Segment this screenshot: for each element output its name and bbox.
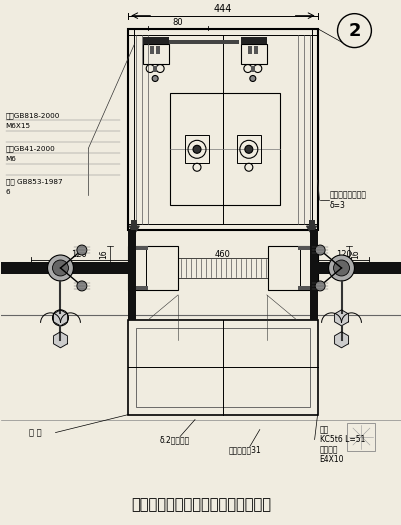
Circle shape [47, 255, 73, 281]
Text: 444: 444 [213, 4, 231, 14]
Bar [267, 246, 317, 290]
Polygon shape [129, 226, 139, 234]
Circle shape [152, 76, 158, 81]
Circle shape [53, 260, 68, 276]
Circle shape [328, 255, 354, 281]
Circle shape [77, 281, 87, 291]
Bar [253, 46, 257, 54]
Circle shape [314, 245, 324, 255]
Text: 6: 6 [6, 189, 10, 195]
Text: 油漆螺栓: 油漆螺栓 [319, 445, 337, 454]
Bar [169, 39, 238, 44]
Bar [309, 230, 317, 246]
Circle shape [77, 245, 87, 255]
Text: 某点支式玻璃幕墙垂直节点图（二）: 某点支式玻璃幕墙垂直节点图（二） [131, 497, 270, 512]
Bar [136, 246, 148, 250]
Bar [308, 220, 314, 228]
Text: 弹垫 GB853-1987: 弹垫 GB853-1987 [6, 178, 62, 184]
Bar [128, 290, 136, 320]
Bar [131, 220, 137, 228]
Bar [1, 262, 128, 274]
Text: 460: 460 [215, 250, 230, 259]
Bar [128, 246, 146, 290]
Text: 角片: 角片 [319, 425, 328, 434]
Bar [317, 262, 400, 274]
Polygon shape [53, 310, 67, 326]
Text: KC5t6 L=51: KC5t6 L=51 [319, 435, 364, 444]
Text: 支 座: 支 座 [29, 428, 42, 437]
Bar [136, 286, 148, 290]
Bar [156, 46, 160, 54]
Text: 16: 16 [99, 249, 108, 259]
Text: 螺栓GB818-2000: 螺栓GB818-2000 [6, 112, 60, 119]
Text: 横向流传管铝扣板: 横向流传管铝扣板 [329, 191, 366, 200]
Bar [143, 44, 169, 64]
Bar [240, 44, 266, 64]
Circle shape [249, 76, 255, 81]
Text: 螺栓GB41-2000: 螺栓GB41-2000 [6, 145, 55, 152]
Bar [136, 328, 309, 407]
Bar [247, 46, 251, 54]
Bar [297, 286, 309, 290]
Bar [128, 320, 317, 415]
Bar [150, 46, 154, 54]
Bar [184, 135, 209, 163]
Bar [309, 246, 317, 290]
Bar [128, 246, 136, 290]
Text: 氯丁高密橡31: 氯丁高密橡31 [228, 445, 261, 454]
Text: 2: 2 [347, 22, 360, 39]
Text: δ=3: δ=3 [329, 201, 344, 209]
Bar [128, 29, 317, 230]
Text: 80: 80 [172, 18, 183, 27]
Polygon shape [306, 226, 316, 234]
Circle shape [244, 145, 252, 153]
Bar [236, 135, 260, 163]
Bar [128, 246, 178, 290]
Text: 120: 120 [71, 250, 87, 259]
Polygon shape [53, 332, 67, 348]
Bar [297, 246, 309, 250]
Bar [128, 230, 136, 246]
Bar [153, 66, 157, 71]
Circle shape [192, 145, 200, 153]
Text: 120: 120 [335, 250, 350, 259]
Text: E4X10: E4X10 [319, 455, 343, 464]
Polygon shape [334, 310, 348, 326]
Circle shape [314, 281, 324, 291]
Circle shape [333, 260, 348, 276]
Bar [309, 290, 317, 320]
Bar [299, 246, 317, 290]
Bar [170, 93, 279, 205]
Polygon shape [334, 332, 348, 348]
Bar [346, 423, 375, 450]
Text: M6: M6 [6, 156, 16, 162]
Bar [240, 37, 266, 44]
Bar [143, 37, 169, 44]
Bar [250, 66, 254, 71]
Bar [177, 258, 267, 278]
Text: 16: 16 [350, 249, 360, 259]
Text: δ.2厚鋁件板: δ.2厚鋁件板 [160, 435, 190, 444]
Text: M6X15: M6X15 [6, 123, 31, 129]
